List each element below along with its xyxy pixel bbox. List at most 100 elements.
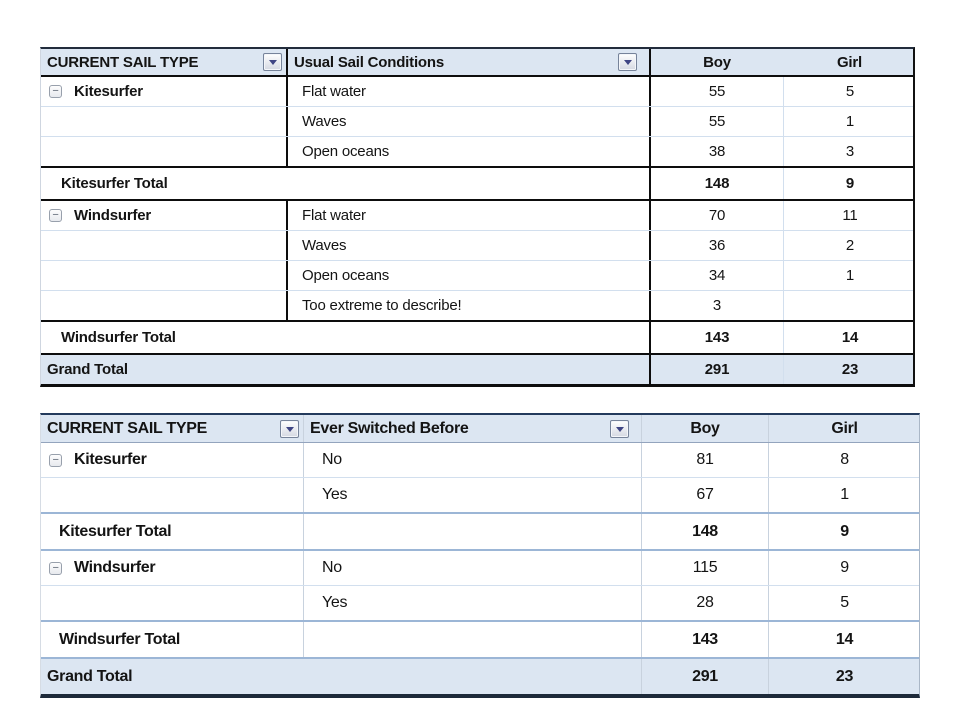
girl-value-cell: 3: [783, 137, 916, 166]
boy-value-cell: 115: [641, 551, 768, 585]
filter-dropdown-icon[interactable]: [618, 53, 637, 71]
data-row-windsurfer-no: − Windsurfer No 115 9: [41, 551, 919, 585]
boy-grand-total-cell: 291: [641, 659, 768, 694]
group-label-cell: − Kitesurfer: [41, 77, 286, 106]
group-label-cell: [41, 291, 286, 320]
header-row: CURRENT SAIL TYPE Usual Sail Conditions …: [41, 49, 913, 77]
column-header-ever-switched-before: Ever Switched Before: [303, 415, 641, 442]
filter-dropdown-icon[interactable]: [610, 419, 629, 438]
boy-value-cell: 67: [641, 478, 768, 512]
data-row-windsurfer-yes: Yes 28 5: [41, 585, 919, 620]
data-row-kitesurfer-no: − Kitesurfer No 81 8: [41, 443, 919, 477]
girl-value-cell: 1: [768, 478, 920, 512]
subtotal-label: Kitesurfer Total: [61, 175, 168, 192]
header-row: CURRENT SAIL TYPE Ever Switched Before B…: [41, 415, 919, 443]
subtotal-label: Windsurfer Total: [61, 329, 176, 346]
girl-value-cell: 8: [768, 443, 920, 477]
data-row-kitesurfer-flat-water: − Kitesurfer Flat water 55 5: [41, 77, 913, 106]
data-row-windsurfer-waves: Waves 36 2: [41, 230, 913, 260]
boy-value-cell: 55: [649, 77, 783, 106]
grand-total-row: Grand Total 291 23: [41, 659, 919, 694]
column-header-current-sail-type: CURRENT SAIL TYPE: [41, 415, 303, 442]
condition-cell: Open oceans: [286, 261, 649, 290]
answer-cell: Yes: [303, 478, 641, 512]
data-row-kitesurfer-yes: Yes 67 1: [41, 477, 919, 512]
data-row-windsurfer-open-oceans: Open oceans 34 1: [41, 260, 913, 290]
empty-cell: [303, 514, 641, 549]
boy-value-cell: 70: [649, 201, 783, 230]
empty-cell: [286, 322, 649, 353]
chevron-down-icon: [623, 60, 632, 65]
column-header-girl: Girl: [768, 415, 920, 442]
collapse-icon[interactable]: −: [49, 561, 62, 575]
boy-value-cell: 55: [649, 107, 783, 136]
data-row-windsurfer-too-extreme: Too extreme to describe! 3: [41, 290, 913, 320]
group-name: Kitesurfer: [74, 451, 147, 468]
girl-subtotal-cell: 9: [768, 514, 920, 549]
boy-subtotal-cell: 143: [649, 322, 783, 353]
group-name: Windsurfer: [74, 559, 156, 576]
girl-grand-total-cell: 23: [768, 659, 920, 694]
answer-cell: No: [303, 551, 641, 585]
pivot-table-ever-switched-before: CURRENT SAIL TYPE Ever Switched Before B…: [40, 413, 920, 698]
girl-value-cell: 5: [783, 77, 916, 106]
grand-total-row: Grand Total 291 23: [41, 355, 913, 384]
column-header-boy: Boy: [641, 415, 768, 442]
column-header-usual-sail-conditions: Usual Sail Conditions: [286, 49, 649, 75]
collapse-icon[interactable]: −: [49, 209, 62, 222]
condition-cell: Flat water: [286, 77, 649, 106]
group-name: Windsurfer: [74, 207, 152, 224]
group-label-cell: − Windsurfer: [41, 201, 286, 230]
condition-cell: Too extreme to describe!: [286, 291, 649, 320]
boy-value-cell: 36: [649, 231, 783, 260]
column-header-label: Ever Switched Before: [310, 419, 469, 437]
girl-value-cell: 9: [768, 551, 920, 585]
column-header-current-sail-type: CURRENT SAIL TYPE: [41, 49, 286, 75]
boy-grand-total-cell: 291: [649, 355, 783, 384]
boy-value-cell: 34: [649, 261, 783, 290]
empty-cell: [303, 622, 641, 657]
group-label-cell: [41, 478, 303, 512]
empty-cell: [303, 659, 641, 694]
column-header-label: CURRENT SAIL TYPE: [47, 419, 207, 437]
girl-subtotal-cell: 9: [783, 168, 916, 199]
answer-cell: No: [303, 443, 641, 477]
girl-grand-total-cell: 23: [783, 355, 916, 384]
subtotal-label: Kitesurfer Total: [59, 522, 172, 540]
pivot-table-usual-sail-conditions: CURRENT SAIL TYPE Usual Sail Conditions …: [40, 47, 915, 387]
girl-value-cell: 1: [783, 107, 916, 136]
boy-subtotal-cell: 143: [641, 622, 768, 657]
collapse-icon[interactable]: −: [49, 453, 62, 467]
filter-dropdown-icon[interactable]: [263, 53, 282, 71]
answer-cell: Yes: [303, 586, 641, 620]
subtotal-row-kitesurfer: Kitesurfer Total 148 9: [41, 166, 913, 201]
data-row-kitesurfer-open-oceans: Open oceans 38 3: [41, 136, 913, 166]
group-label-cell: − Kitesurfer: [41, 443, 303, 477]
condition-cell: Waves: [286, 231, 649, 260]
column-header-boy: Boy: [649, 49, 783, 75]
boy-value-cell: 3: [649, 291, 783, 320]
boy-subtotal-cell: 148: [649, 168, 783, 199]
group-label-cell: [41, 107, 286, 136]
chevron-down-icon: [285, 426, 294, 432]
boy-subtotal-cell: 148: [641, 514, 768, 549]
collapse-icon[interactable]: −: [49, 85, 62, 98]
empty-cell: [286, 355, 649, 384]
chevron-down-icon: [268, 60, 277, 65]
boy-value-cell: 28: [641, 586, 768, 620]
girl-value-cell: [783, 291, 916, 320]
group-label-cell: − Windsurfer: [41, 551, 303, 585]
subtotal-row-windsurfer: Windsurfer Total 143 14: [41, 320, 913, 355]
condition-cell: Waves: [286, 107, 649, 136]
chevron-down-icon: [615, 426, 624, 432]
group-name: Kitesurfer: [74, 83, 143, 100]
group-label-cell: [41, 231, 286, 260]
group-label-cell: [41, 137, 286, 166]
filter-dropdown-icon[interactable]: [280, 419, 299, 438]
boy-value-cell: 81: [641, 443, 768, 477]
girl-value-cell: 11: [783, 201, 916, 230]
girl-value-cell: 2: [783, 231, 916, 260]
condition-cell: Open oceans: [286, 137, 649, 166]
girl-subtotal-cell: 14: [783, 322, 916, 353]
girl-subtotal-cell: 14: [768, 622, 920, 657]
